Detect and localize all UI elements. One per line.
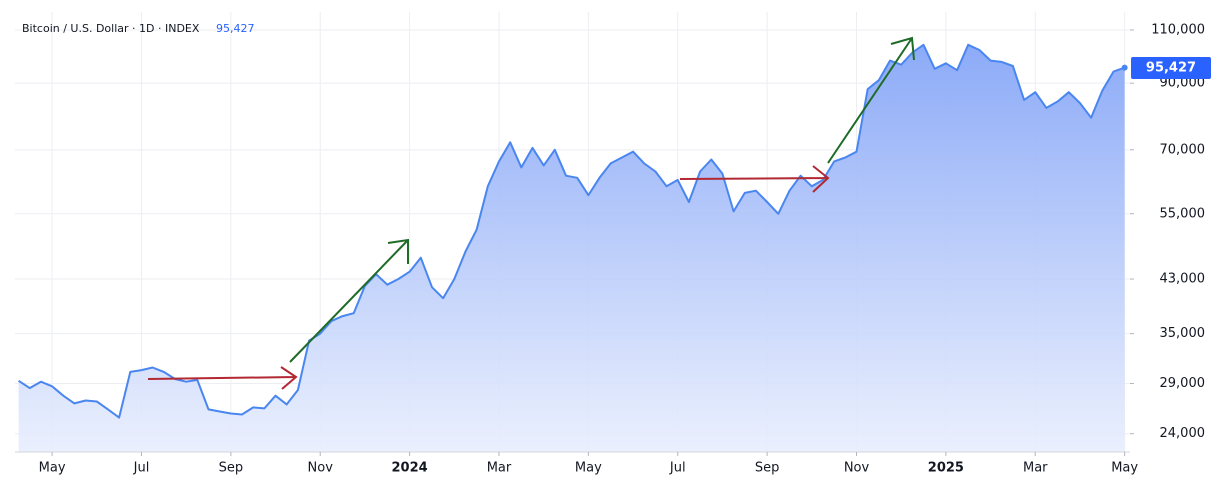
price-tag: 95,427 [1131, 57, 1211, 79]
last-point [1121, 64, 1128, 71]
y-tick-label: 24,000 [1160, 426, 1206, 441]
price-tag-box [1131, 57, 1211, 79]
x-tick-label: Nov [844, 461, 870, 476]
arrow [827, 36, 915, 164]
price-tag-label: 95,427 [1146, 61, 1196, 76]
arrow [147, 366, 298, 390]
plot [18, 43, 1128, 453]
x-tick-label: May [1111, 461, 1138, 476]
x-tick-label: 2025 [928, 461, 964, 476]
x-tick-label: 2024 [392, 461, 428, 476]
y-tick-label: 110,000 [1151, 22, 1205, 37]
arrow [289, 238, 409, 363]
x-tick-label: Sep [219, 461, 244, 476]
y-tick-label: 35,000 [1160, 326, 1206, 341]
axes: 24,000 29,000 35,000 43,000 55,000 70,000 90,0… [39, 22, 1205, 475]
x-tick-label: Sep [755, 461, 780, 476]
price-line [18, 43, 1125, 419]
x-tick-label: Jul [669, 461, 686, 476]
x-tick-label: Mar [487, 461, 512, 476]
x-tick-label: Nov [308, 461, 334, 476]
x-tick-label: May [39, 461, 66, 476]
arrow [679, 165, 830, 193]
y-tick-label: 43,000 [1160, 272, 1206, 287]
y-tick-label: 29,000 [1160, 376, 1206, 391]
y-tick-label: 90,000 [1160, 76, 1206, 91]
y-tick-label: 70,000 [1160, 142, 1206, 157]
header-value: 95,427 [216, 22, 255, 35]
x-tick-label: May [575, 461, 602, 476]
area [18, 44, 1125, 453]
y-tick-label: 55,000 [1160, 206, 1206, 221]
x-tick-label: Mar [1023, 461, 1048, 476]
annotations [147, 36, 915, 390]
x-tick-label: Jul [133, 461, 150, 476]
chart-title: Bitcoin / U.S. Dollar · 1D · INDEX [22, 22, 200, 35]
